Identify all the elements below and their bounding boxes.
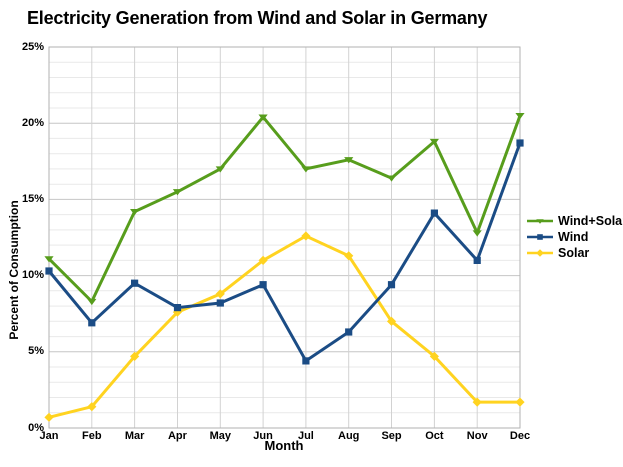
data-point-wind <box>45 267 53 275</box>
y-axis-title: Percent of Consumption <box>7 200 21 340</box>
legend-marker-solar-icon <box>536 249 544 257</box>
y-tick-label: 20% <box>21 116 44 129</box>
x-tick-label: Apr <box>167 430 187 442</box>
legend-item-solar: Solar <box>527 245 623 261</box>
x-tick-label: Oct <box>425 430 444 442</box>
plot-border <box>48 46 521 429</box>
y-tick-label: 5% <box>28 345 44 358</box>
wind-solar-line-marker-icon <box>527 216 553 226</box>
x-tick-label: Jun <box>253 430 273 442</box>
data-point-solar <box>44 412 54 422</box>
data-point-solar <box>172 307 183 317</box>
data-point-wind-solar <box>258 114 268 121</box>
x-tick-label: Nov <box>466 430 488 442</box>
legend-marker-wind-solar-icon <box>536 219 544 224</box>
data-point-wind <box>345 328 353 336</box>
solar-line-marker-icon <box>527 248 553 258</box>
data-point-wind-solar <box>344 157 354 164</box>
data-point-solar <box>386 316 397 326</box>
data-point-wind <box>302 357 310 365</box>
data-point-wind-solar <box>301 166 311 173</box>
data-point-wind-solar <box>44 256 54 263</box>
legend-label-solar: Solar <box>558 246 590 260</box>
series-line-solar <box>48 234 520 419</box>
data-point-solar <box>301 231 311 241</box>
data-point-wind-solar <box>87 298 97 306</box>
data-point-wind <box>387 281 396 289</box>
legend-item-wind: Wind <box>527 229 623 245</box>
series-line-wind-solar <box>47 114 522 305</box>
data-point-solar <box>472 397 482 407</box>
data-point-wind-solar <box>515 112 525 120</box>
x-axis-title: Month <box>264 438 304 453</box>
data-point-wind <box>131 279 139 287</box>
data-point-wind-solar <box>215 166 225 173</box>
data-point-solar <box>130 351 140 361</box>
x-tick-label: Jan <box>39 430 59 442</box>
x-tick-label: May <box>209 430 231 442</box>
y-tick-label: 10% <box>21 269 44 282</box>
data-point-solar <box>87 402 97 412</box>
x-tick-label: Feb <box>82 430 102 442</box>
y-tick-label: 15% <box>21 192 44 205</box>
legend-item-wind-solar: Wind+Solar <box>527 213 623 229</box>
data-point-wind-solar <box>130 208 140 216</box>
x-tick-label: Aug <box>338 430 360 442</box>
chart-title: Electricity Generation from Wind and Sol… <box>27 8 488 28</box>
x-tick-label: Mar <box>124 430 145 442</box>
x-tick-label: Dec <box>509 430 531 442</box>
data-point-solar <box>258 255 268 265</box>
data-point-wind <box>216 299 224 307</box>
data-point-solar <box>515 397 525 407</box>
data-point-wind <box>259 281 267 289</box>
data-point-wind <box>173 304 182 312</box>
legend: Wind+Solar Wind Solar <box>527 213 623 261</box>
x-tick-label: Jul <box>297 430 314 442</box>
x-tick-label: Sep <box>381 430 402 442</box>
data-point-wind <box>473 256 481 264</box>
legend-label-wind: Wind <box>558 230 589 244</box>
y-tick-label: 25% <box>21 40 44 53</box>
data-point-solar <box>215 289 225 299</box>
data-point-solar <box>344 251 354 261</box>
data-point-wind-solar <box>472 230 482 237</box>
data-point-wind-solar <box>429 138 439 146</box>
data-point-solar <box>429 351 439 361</box>
data-point-wind <box>88 319 96 327</box>
legend-label-wind-solar: Wind+Solar <box>558 214 623 228</box>
data-point-wind-solar <box>386 175 397 182</box>
y-tick-label: 0% <box>28 421 44 434</box>
data-point-wind <box>516 139 524 147</box>
data-point-wind <box>430 209 438 217</box>
series-line-wind <box>47 142 522 364</box>
legend-marker-wind-icon <box>537 234 543 240</box>
wind-line-marker-icon <box>527 232 553 242</box>
data-point-wind-solar <box>172 189 183 196</box>
